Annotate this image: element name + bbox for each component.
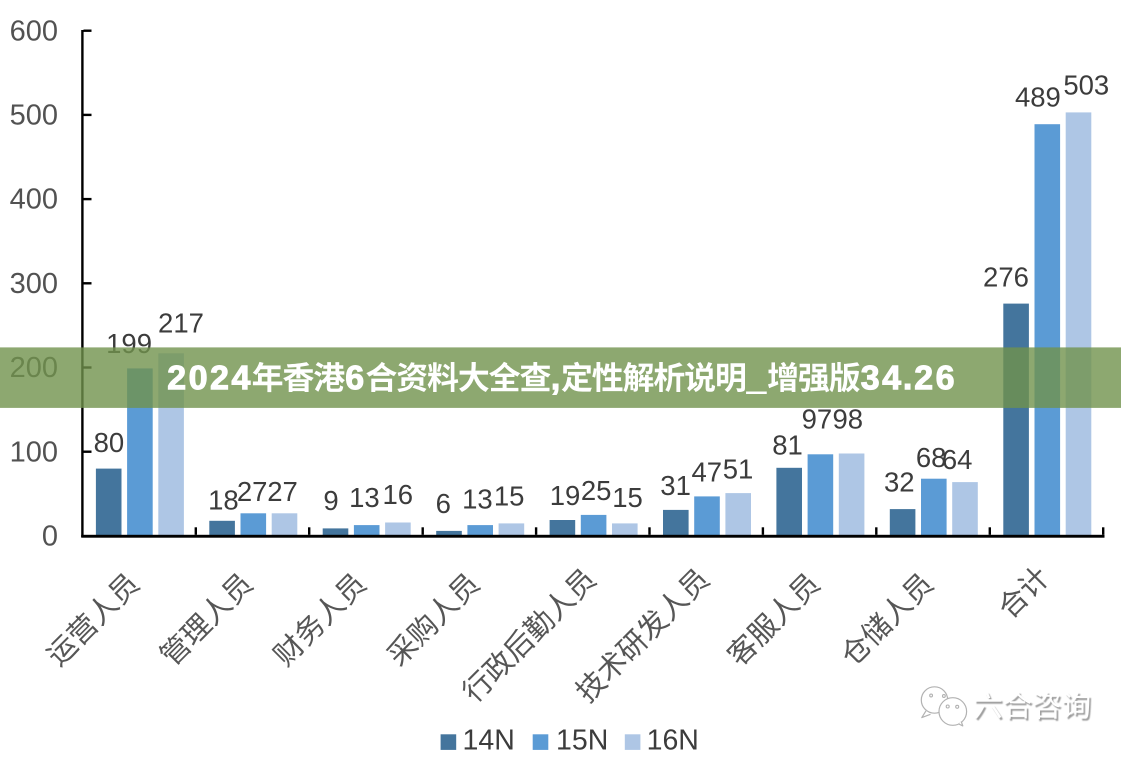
svg-text:80: 80 (94, 427, 125, 458)
svg-text:15: 15 (612, 482, 643, 513)
svg-text:27: 27 (237, 476, 268, 507)
svg-text:503: 503 (1063, 70, 1109, 101)
svg-text:9: 9 (323, 485, 338, 516)
svg-text:19: 19 (550, 480, 581, 511)
svg-text:15: 15 (494, 481, 525, 512)
svg-text:217: 217 (158, 308, 204, 339)
svg-text:16N: 16N (647, 725, 699, 757)
svg-text:31: 31 (660, 470, 691, 501)
svg-text:81: 81 (772, 429, 803, 460)
svg-text:32: 32 (884, 467, 915, 498)
svg-text:400: 400 (10, 184, 58, 216)
svg-text:6: 6 (436, 488, 451, 519)
svg-text:100: 100 (10, 436, 58, 468)
svg-text:14N: 14N (463, 725, 515, 757)
svg-text:500: 500 (10, 100, 58, 132)
svg-text:13: 13 (349, 482, 380, 513)
svg-text:98: 98 (833, 404, 864, 435)
svg-text:18: 18 (208, 485, 239, 516)
svg-text:13: 13 (462, 484, 493, 515)
svg-text:47: 47 (692, 457, 723, 488)
svg-text:300: 300 (10, 268, 58, 300)
svg-text:276: 276 (983, 262, 1029, 293)
svg-text:68: 68 (916, 442, 947, 473)
svg-text:97: 97 (802, 404, 833, 435)
svg-text:51: 51 (723, 454, 754, 485)
svg-text:25: 25 (581, 475, 612, 506)
svg-text:0: 0 (42, 521, 58, 553)
svg-text:489: 489 (1015, 82, 1061, 113)
svg-text:16: 16 (383, 479, 414, 510)
svg-text:15N: 15N (556, 725, 608, 757)
svg-text:600: 600 (10, 15, 58, 47)
svg-text:27: 27 (267, 476, 298, 507)
svg-text:64: 64 (942, 444, 973, 475)
